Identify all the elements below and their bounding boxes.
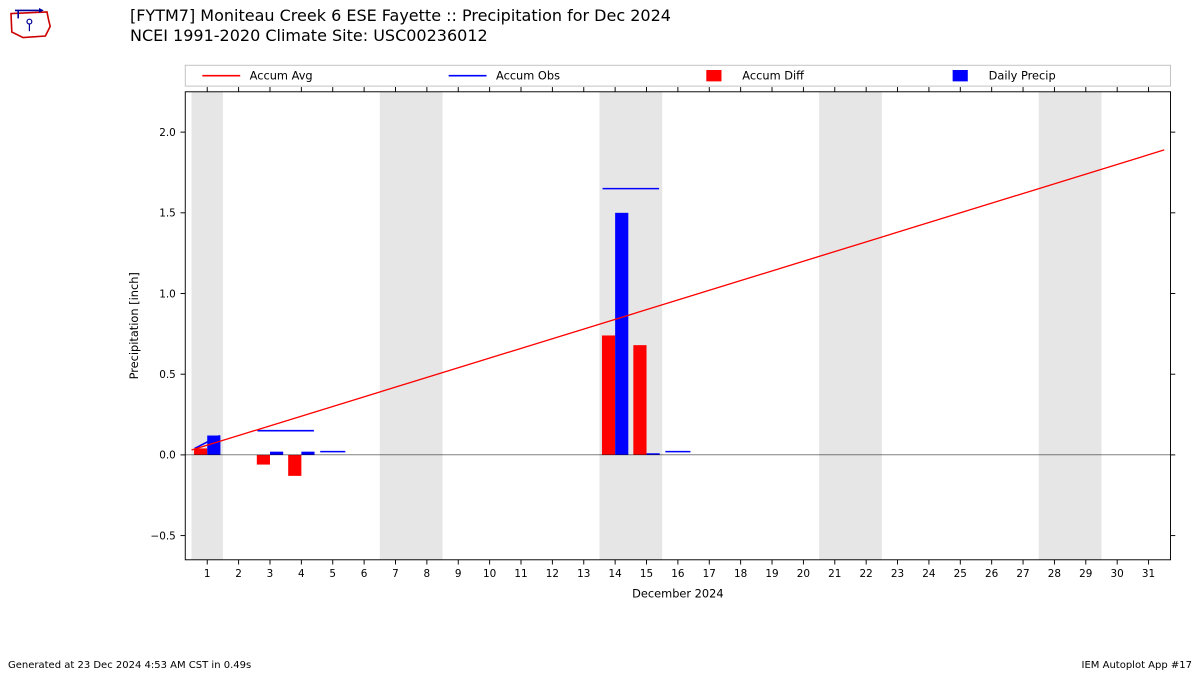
iem-logo bbox=[6, 4, 56, 44]
ytick-label: 1.5 bbox=[159, 208, 176, 220]
xtick-label: 8 bbox=[424, 568, 431, 580]
xtick-label: 6 bbox=[361, 568, 368, 580]
weekend-band bbox=[819, 92, 882, 560]
footer-generated: Generated at 23 Dec 2024 4:53 AM CST in … bbox=[8, 660, 251, 671]
chart-title: [FYTM7] Moniteau Creek 6 ESE Fayette :: … bbox=[130, 6, 671, 46]
daily-precip-bar bbox=[301, 452, 314, 455]
xtick-label: 24 bbox=[922, 568, 936, 580]
xtick-label: 11 bbox=[514, 568, 527, 580]
weekend-band bbox=[380, 92, 443, 560]
legend-swatch bbox=[953, 70, 968, 81]
xtick-label: 13 bbox=[577, 568, 590, 580]
xtick-label: 4 bbox=[298, 568, 305, 580]
footer-appid: IEM Autoplot App #17 bbox=[1082, 660, 1192, 671]
title-line-2: NCEI 1991-2020 Climate Site: USC00236012 bbox=[130, 26, 671, 46]
weekend-band bbox=[192, 92, 223, 560]
xtick-label: 28 bbox=[1048, 568, 1061, 580]
accum-diff-bar bbox=[257, 455, 270, 465]
xtick-label: 15 bbox=[640, 568, 653, 580]
xtick-label: 30 bbox=[1111, 568, 1124, 580]
xtick-label: 10 bbox=[483, 568, 496, 580]
xtick-label: 18 bbox=[734, 568, 747, 580]
accum-diff-bar bbox=[633, 345, 646, 455]
legend-swatch bbox=[706, 70, 721, 81]
legend-label: Daily Precip bbox=[989, 68, 1056, 82]
x-axis-label: December 2024 bbox=[632, 587, 723, 601]
ytick-label: 0.0 bbox=[159, 450, 176, 462]
xtick-label: 9 bbox=[455, 568, 462, 580]
y-axis-label: Precipitation [inch] bbox=[127, 272, 141, 379]
xtick-label: 16 bbox=[671, 568, 684, 580]
xtick-label: 20 bbox=[797, 568, 810, 580]
xtick-label: 1 bbox=[204, 568, 211, 580]
xtick-label: 7 bbox=[392, 568, 399, 580]
accum-avg-line bbox=[192, 150, 1165, 450]
daily-precip-bar bbox=[615, 213, 628, 455]
xtick-label: 27 bbox=[1016, 568, 1029, 580]
ytick-label: 2.0 bbox=[159, 127, 176, 139]
ytick-label: 0.5 bbox=[159, 369, 176, 381]
xtick-label: 12 bbox=[546, 568, 559, 580]
legend-label: Accum Diff bbox=[742, 68, 805, 82]
plot-frame bbox=[185, 92, 1170, 560]
xtick-label: 29 bbox=[1079, 568, 1092, 580]
legend-label: Accum Avg bbox=[250, 68, 313, 82]
daily-precip-bar bbox=[270, 452, 283, 455]
title-line-1: [FYTM7] Moniteau Creek 6 ESE Fayette :: … bbox=[130, 6, 671, 26]
xtick-label: 5 bbox=[329, 568, 336, 580]
xtick-label: 2 bbox=[235, 568, 242, 580]
precip-chart: Accum Avg Accum Obs Accum Diff Daily Precip… bbox=[100, 50, 1180, 630]
accum-diff-bar bbox=[288, 455, 301, 476]
legend-label: Accum Obs bbox=[496, 68, 560, 82]
xtick-label: 26 bbox=[985, 568, 998, 580]
xtick-label: 3 bbox=[267, 568, 274, 580]
xtick-label: 19 bbox=[765, 568, 778, 580]
accum-diff-bar bbox=[602, 335, 615, 454]
accum-diff-bar bbox=[194, 448, 207, 454]
ytick-label: −0.5 bbox=[151, 530, 176, 542]
xtick-label: 14 bbox=[609, 568, 623, 580]
xtick-label: 23 bbox=[891, 568, 904, 580]
weekend-band bbox=[1039, 92, 1102, 560]
xtick-label: 31 bbox=[1142, 568, 1155, 580]
xtick-label: 17 bbox=[703, 568, 716, 580]
xtick-label: 25 bbox=[954, 568, 967, 580]
xtick-label: 21 bbox=[828, 568, 841, 580]
xtick-label: 22 bbox=[860, 568, 873, 580]
ytick-label: 1.0 bbox=[159, 288, 176, 300]
weekend-band bbox=[599, 92, 662, 560]
